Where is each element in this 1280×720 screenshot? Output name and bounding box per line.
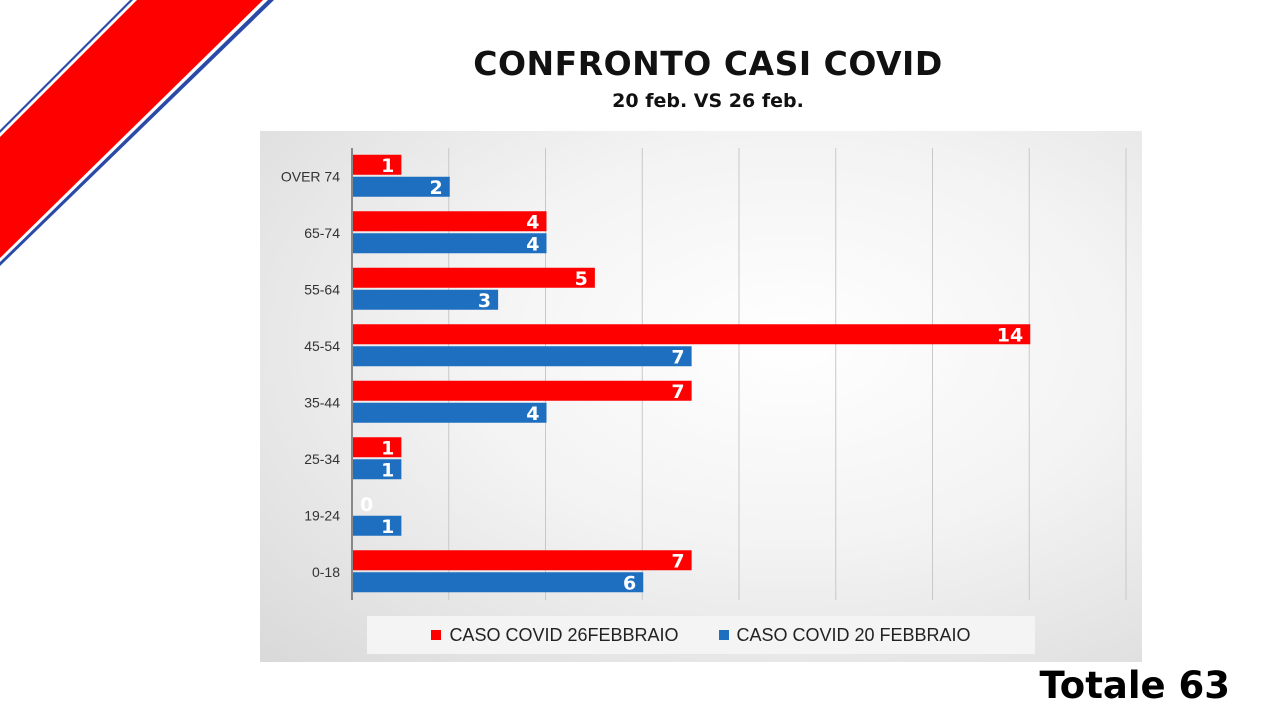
bar-series1-25-34 — [353, 459, 402, 480]
data-label-series0-35-44: 7 — [671, 381, 684, 403]
category-label-19-24: 19-24 — [304, 507, 340, 523]
legend-item-20feb: CASO COVID 20 FEBBRAIO — [718, 624, 971, 646]
data-label-series1-19-24: 1 — [381, 516, 394, 538]
data-label-series1-over-74: 2 — [430, 177, 443, 199]
bar-series0-over-74 — [353, 154, 402, 175]
chart-subtitle: 20 feb. VS 26 feb. — [612, 90, 804, 112]
bar-series0-45-54 — [353, 324, 1031, 345]
legend-label-26feb: CASO COVID 26FEBBRAIO — [449, 624, 679, 645]
chart-title: CONFRONTO CASI COVID — [473, 44, 943, 83]
data-label-series1-25-34: 1 — [381, 459, 394, 481]
category-label-35-44: 35-44 — [304, 394, 340, 410]
legend-swatch-blue — [718, 630, 729, 640]
bar-series0-55-64 — [353, 267, 595, 288]
legend-item-26feb: CASO COVID 26FEBBRAIO — [431, 624, 679, 646]
data-label-series0-25-34: 1 — [381, 437, 394, 459]
data-label-series1-0-18: 6 — [623, 572, 636, 594]
category-label-0-18: 0-18 — [312, 564, 340, 580]
category-label-over-74: OVER 74 — [281, 168, 340, 184]
bar-series1-55-64 — [353, 289, 499, 310]
data-label-series1-35-44: 4 — [526, 403, 539, 425]
category-label-55-64: 55-64 — [304, 281, 340, 297]
data-label-series1-65-74: 4 — [526, 233, 539, 255]
bar-series1-over-74 — [353, 176, 450, 197]
data-label-series0-45-54: 14 — [997, 324, 1023, 346]
bar-series1-65-74 — [353, 233, 547, 254]
data-label-series0-0-18: 7 — [671, 550, 684, 572]
legend: CASO COVID 26FEBBRAIO CASO COVID 20 FEBB… — [367, 616, 1035, 654]
category-label-65-74: 65-74 — [304, 225, 340, 241]
legend-swatch-red — [431, 630, 442, 640]
total-label: Totale 63 — [1039, 664, 1230, 707]
category-label-25-34: 25-34 — [304, 451, 340, 467]
data-label-series1-45-54: 7 — [671, 346, 684, 368]
corner-stripe-decoration — [0, 0, 274, 266]
bar-series1-0-18 — [353, 572, 644, 593]
category-label-45-54: 45-54 — [304, 338, 340, 354]
data-label-series0-65-74: 4 — [526, 211, 539, 233]
bar-series0-0-18 — [353, 550, 692, 571]
bar-series0-35-44 — [353, 380, 692, 401]
chart-panel: OVER 74 1 2 65-74 4 4 55-64 5 3 45-54 14 7 35-44 7 4 25… — [260, 131, 1142, 662]
bar-series0-65-74 — [353, 211, 547, 232]
data-label-series0-55-64: 5 — [575, 268, 588, 290]
data-label-series0-19-24: 0 — [360, 494, 373, 516]
bar-series0-25-34 — [353, 437, 402, 458]
data-label-series0-over-74: 1 — [381, 155, 394, 177]
bar-series1-35-44 — [353, 402, 547, 423]
bar-series1-19-24 — [353, 515, 402, 536]
data-label-series1-55-64: 3 — [478, 290, 491, 312]
legend-label-20feb: CASO COVID 20 FEBBRAIO — [736, 624, 971, 645]
bar-series1-45-54 — [353, 346, 692, 367]
